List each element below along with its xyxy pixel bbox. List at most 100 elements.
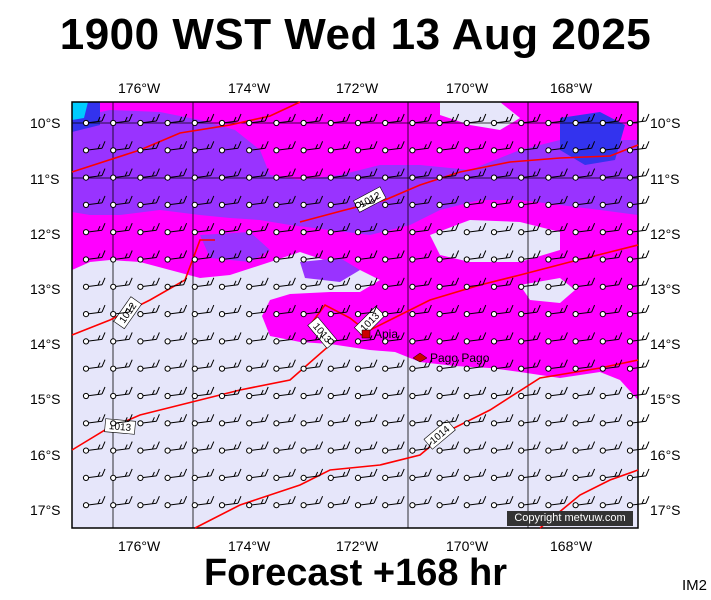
wind-barb-feather [260, 362, 264, 368]
latitude-label-right: 14°S [650, 336, 681, 352]
wind-barb-feather [509, 168, 514, 176]
wind-barb-station [572, 420, 579, 427]
wind-barb-station [436, 474, 443, 481]
wind-barb-station [382, 256, 389, 263]
wind-barb-feather [342, 144, 346, 150]
wind-barb-feather [206, 444, 210, 450]
wind-barb-feather [509, 414, 514, 422]
wind-barb-feather [342, 307, 346, 313]
wind-barb-feather [641, 307, 645, 313]
wind-barb-station [626, 174, 634, 181]
wind-barb-feather [260, 280, 264, 286]
wind-barb-feather [482, 304, 487, 313]
wind-barb-feather [183, 168, 188, 176]
wind-barb-station [327, 338, 334, 345]
wind-barb-feather [563, 250, 568, 258]
wind-barb-feather [260, 307, 264, 313]
wind-barb-feather [427, 304, 432, 313]
wind-barb-feather [206, 335, 210, 341]
wind-barb-feather [101, 113, 106, 122]
wind-barb-feather [559, 253, 563, 259]
wind-barb-station [490, 256, 498, 263]
wind-barb-station [300, 420, 307, 427]
latitude-label-left: 17°S [30, 502, 61, 518]
wind-barb-feather [183, 113, 188, 122]
wind-barb-feather [563, 332, 568, 340]
wind-barb-station [164, 119, 171, 127]
wind-barb-feather [315, 498, 319, 504]
wind-barb-station [137, 201, 144, 208]
wind-barb-station [626, 365, 634, 372]
wind-barb-station [218, 420, 226, 427]
wind-barb-feather [183, 414, 188, 422]
wind-barb-feather [536, 195, 541, 204]
wind-barb-station [246, 502, 253, 509]
wind-barb-station [599, 229, 606, 236]
longitude-label-top: 174°W [228, 80, 271, 96]
wind-barb-station [490, 502, 498, 509]
wind-barb-feather [563, 141, 568, 149]
wind-barb-feather [151, 198, 155, 204]
wind-barb-feather [291, 332, 296, 340]
wind-barb-station [436, 119, 443, 127]
wind-barb-feather [97, 335, 101, 341]
wind-barb-feather [587, 362, 591, 368]
wind-barb-station [191, 420, 198, 427]
wind-barb-station [382, 229, 389, 236]
wind-barb-feather [97, 253, 101, 259]
wind-barb-feather [342, 389, 346, 395]
wind-barb-station [327, 174, 334, 181]
wind-barb-station [300, 447, 307, 454]
wind-barb-feather [319, 277, 324, 285]
wind-barb-feather [287, 444, 291, 450]
wind-barb-feather [532, 444, 536, 450]
wind-barb-station [382, 174, 389, 181]
wind-barb-feather [614, 253, 618, 259]
wind-barb-station [327, 420, 334, 427]
wind-barb-feather [427, 250, 432, 258]
wind-barb-feather [587, 444, 591, 450]
wind-barb-feather [264, 414, 269, 422]
wind-barb-feather [373, 468, 378, 477]
wind-barb-station [191, 502, 198, 509]
wind-barb-feather [505, 335, 509, 341]
wind-barb-feather [124, 471, 128, 477]
wind-barb-feather [101, 496, 106, 504]
wind-barb-feather [645, 359, 650, 367]
latitude-label-left: 15°S [30, 391, 61, 407]
wind-barb-station [164, 256, 171, 263]
wind-barb-feather [101, 141, 106, 149]
wind-barb-feather [210, 441, 215, 449]
wind-barb-station [82, 420, 90, 427]
wind-barb-station [409, 119, 416, 127]
wind-barb-feather [396, 225, 400, 231]
wind-barb-feather [536, 304, 541, 313]
wind-barb-station [191, 119, 198, 127]
map-frame [71, 101, 639, 529]
wind-barb-feather [319, 468, 324, 477]
wind-barb-station [110, 502, 117, 509]
wind-barb-feather [179, 225, 183, 231]
wind-barb-feather [614, 471, 618, 477]
wind-barb-station [463, 392, 470, 400]
wind-barb-feather [155, 468, 160, 477]
wind-barb-station [382, 201, 389, 208]
wind-barb-feather [97, 171, 101, 177]
wind-barb-feather [210, 168, 215, 176]
wind-barb-feather [645, 141, 650, 149]
wind-barb-feather [536, 441, 541, 449]
wind-barb-station [82, 311, 90, 318]
wind-barb-feather [287, 471, 291, 477]
wind-barb-feather [233, 144, 237, 150]
wind-barb-feather [509, 195, 514, 204]
wind-barb-feather [423, 471, 427, 477]
place-markers: Apia Pago Pago [361, 327, 490, 365]
wind-barb-feather [614, 498, 618, 504]
latitude-label-right: 13°S [650, 281, 681, 297]
purple-patch-south [200, 232, 270, 262]
wind-barb-station [246, 392, 253, 400]
wind-barb-station [191, 283, 198, 290]
wind-barb-feather [319, 113, 324, 122]
wind-barb-feather [233, 498, 237, 504]
wind-barb-feather [373, 277, 378, 285]
